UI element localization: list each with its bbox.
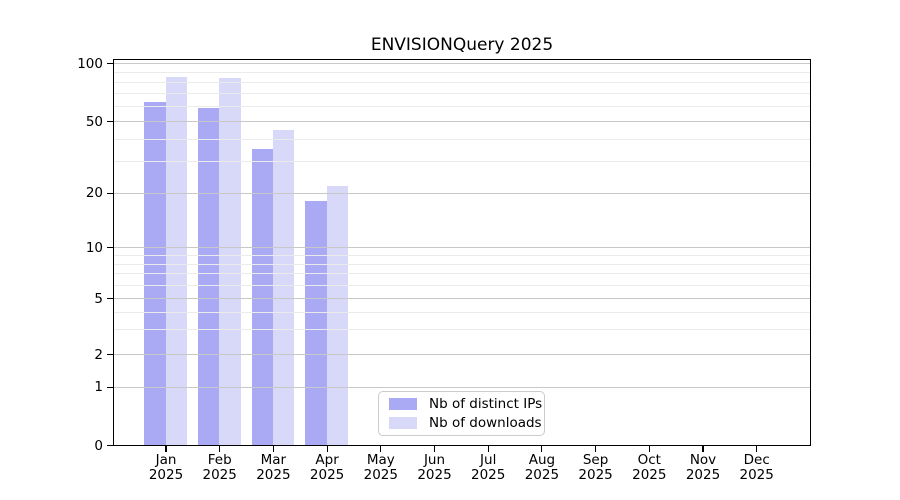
- x-tick-mar: [272, 446, 274, 452]
- x-tick-aug: [541, 446, 543, 452]
- y-tick-label-2: 2: [94, 346, 103, 363]
- y-tick-5: [107, 297, 113, 300]
- minor-gridline-6: [114, 284, 810, 286]
- bar-mar-distinct-ips: [251, 149, 274, 445]
- x-tick-apr: [326, 446, 328, 452]
- legend-label-distinct-ips: Nb of distinct IPs: [429, 395, 543, 412]
- legend-swatch-downloads: [389, 417, 417, 429]
- y-tick-1: [107, 386, 113, 388]
- minor-gridline-9: [114, 254, 810, 256]
- y-tick-label-20: 20: [85, 185, 103, 202]
- gridlines-layer: [114, 60, 810, 445]
- y-tick-label-0: 0: [94, 437, 103, 454]
- y-tick-label-100: 100: [77, 55, 103, 72]
- x-tick-label-sep: Sep 2025: [578, 452, 613, 483]
- y-tick-2: [107, 353, 113, 356]
- major-gridline-10: [114, 247, 810, 249]
- plot-area: [113, 59, 811, 446]
- bar-feb-downloads: [219, 77, 241, 445]
- y-tick-label-50: 50: [85, 113, 103, 130]
- major-gridline-50: [114, 121, 810, 123]
- minor-gridline-90: [114, 72, 810, 74]
- legend: Nb of distinct IPs Nb of downloads: [378, 391, 545, 436]
- x-tick-nov: [702, 446, 704, 452]
- y-tick-label-10: 10: [85, 239, 103, 256]
- x-tick-label-aug: Aug 2025: [524, 452, 560, 483]
- x-tick-label-oct: Oct 2025: [632, 452, 667, 483]
- major-gridline-100: [114, 63, 810, 65]
- bars-layer: [114, 60, 810, 445]
- y-tick-0: [107, 444, 113, 447]
- x-tick-jun: [433, 446, 436, 452]
- minor-gridline-60: [114, 106, 810, 108]
- y-tick-50: [107, 121, 113, 123]
- x-tick-label-may: May 2025: [363, 452, 398, 483]
- minor-gridline-3: [114, 329, 810, 331]
- legend-swatch-distinct-ips: [389, 398, 417, 410]
- y-tick-label-1: 1: [94, 379, 103, 396]
- major-gridline-2: [114, 354, 810, 356]
- y-tick-10: [107, 246, 113, 249]
- minor-gridline-80: [114, 81, 810, 83]
- major-gridline-20: [114, 193, 810, 194]
- minor-gridline-40: [114, 138, 810, 140]
- x-tick-label-feb: Feb 2025: [202, 452, 237, 483]
- x-tick-jul: [487, 446, 489, 452]
- minor-gridline-4: [114, 311, 810, 313]
- x-tick-jan: [165, 446, 167, 452]
- x-tick-feb: [219, 446, 221, 452]
- x-tick-dec: [756, 446, 758, 452]
- x-tick-label-nov: Nov 2025: [685, 452, 721, 483]
- bar-apr-downloads: [326, 185, 349, 445]
- y-tick-20: [107, 192, 113, 194]
- bar-feb-distinct-ips: [198, 107, 220, 445]
- x-tick-sep: [595, 446, 597, 452]
- x-tick-label-jan: Jan 2025: [148, 452, 184, 483]
- minor-gridline-30: [114, 161, 810, 163]
- legend-item-downloads: Nb of downloads: [389, 415, 542, 431]
- y-tick-label-5: 5: [94, 290, 103, 307]
- bar-apr-distinct-ips: [305, 201, 327, 445]
- x-tick-label-dec: Dec 2025: [739, 452, 774, 483]
- x-tick-label-mar: Mar 2025: [256, 452, 291, 483]
- y-tick-100: [107, 62, 113, 65]
- minor-gridline-7: [114, 273, 810, 275]
- x-tick-label-jul: Jul 2025: [471, 452, 506, 483]
- bar-mar-downloads: [273, 129, 295, 445]
- x-tick-label-apr: Apr 2025: [309, 452, 345, 483]
- major-gridline-1: [114, 387, 810, 388]
- bar-jan-downloads: [165, 76, 188, 445]
- major-gridline-5: [114, 298, 810, 300]
- x-tick-may: [380, 446, 382, 452]
- x-tick-label-jun: Jun 2025: [417, 452, 452, 483]
- minor-gridline-8: [114, 263, 810, 265]
- x-tick-oct: [648, 446, 650, 452]
- minor-gridline-70: [114, 93, 810, 95]
- legend-item-distinct-ips: Nb of distinct IPs: [389, 396, 542, 412]
- chart-title: ENVISIONQuery 2025: [370, 35, 554, 55]
- legend-label-downloads: Nb of downloads: [429, 414, 542, 431]
